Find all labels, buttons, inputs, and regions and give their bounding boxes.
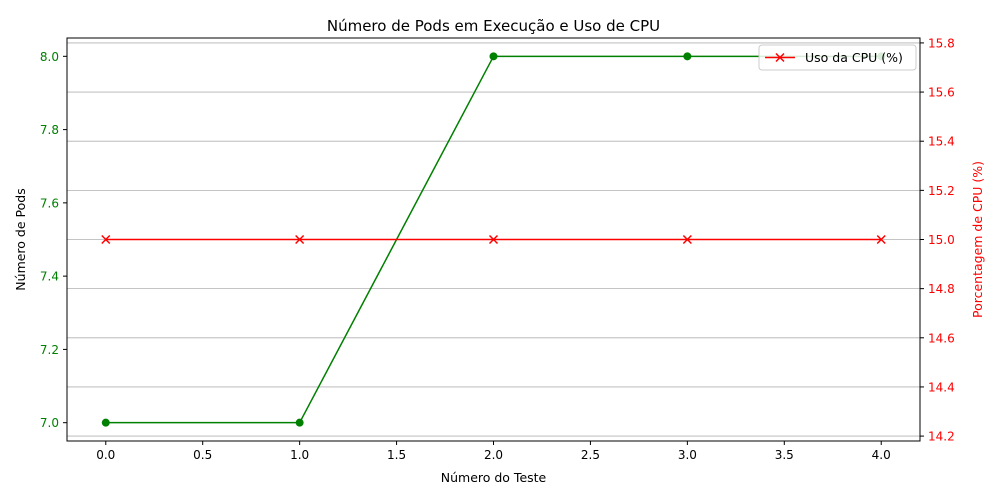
left-tick-label: 7.6 [40, 196, 59, 210]
right-tick-label: 14.4 [928, 380, 955, 394]
right-tick-label: 14.2 [928, 430, 955, 444]
x-axis-label: Número do Teste [441, 470, 547, 485]
pods-point [683, 52, 692, 61]
right-tick-label: 15.0 [928, 233, 955, 247]
left-tick-label: 7.4 [40, 270, 59, 284]
right-axis-ticks: 14.2 14.4 14.6 14.8 15.0 15.2 15.4 15.6 15.8 [920, 36, 955, 444]
x-tick-label: 2.0 [484, 448, 503, 462]
left-axis-label: Número de Pods [13, 188, 28, 290]
pods-point [101, 418, 110, 427]
chart-title: Número de Pods em Execução e Uso de CPU [327, 17, 660, 35]
legend-box [758, 44, 917, 71]
x-tick-label: 1.5 [387, 448, 406, 462]
right-tick-label: 15.4 [928, 135, 955, 149]
left-axis-ticks: 7.0 7.2 7.4 7.6 7.8 8.0 [40, 50, 67, 430]
x-tick-label: 1.0 [290, 448, 309, 462]
legend-x-marker [775, 52, 785, 63]
cpu-point [101, 234, 111, 245]
cpu-point [682, 234, 692, 245]
right-axis-label: Porcentagem de CPU (%) [970, 161, 985, 318]
pods-point [489, 52, 498, 61]
x-axis-ticks: 0.0 0.5 1.0 1.5 2.0 2.5 3.0 3.5 4.0 [96, 441, 891, 462]
right-tick-label: 14.8 [928, 282, 955, 296]
cpu-point [488, 234, 499, 245]
right-tick-label: 14.6 [928, 331, 955, 345]
cpu-point [876, 234, 886, 245]
right-tick-label: 15.8 [928, 36, 955, 50]
left-tick-label: 7.8 [40, 123, 59, 137]
x-tick-label: 3.5 [775, 448, 794, 462]
x-tick-label: 4.0 [872, 448, 891, 462]
x-tick-label: 0.0 [96, 448, 115, 462]
left-tick-label: 7.0 [40, 416, 59, 430]
left-tick-label: 8.0 [40, 50, 59, 64]
x-tick-label: 0.5 [193, 448, 212, 462]
x-tick-label: 3.0 [678, 448, 697, 462]
legend-label: Uso da CPU (%) [805, 50, 903, 65]
right-tick-label: 15.2 [928, 184, 955, 198]
right-tick-label: 15.6 [928, 86, 955, 100]
pods-point [295, 418, 304, 427]
cpu-point [295, 234, 305, 245]
x-tick-label: 2.5 [581, 448, 600, 462]
left-tick-label: 7.2 [40, 343, 59, 357]
legend: Uso da CPU (%) [758, 44, 917, 71]
series-cpu [101, 234, 886, 245]
